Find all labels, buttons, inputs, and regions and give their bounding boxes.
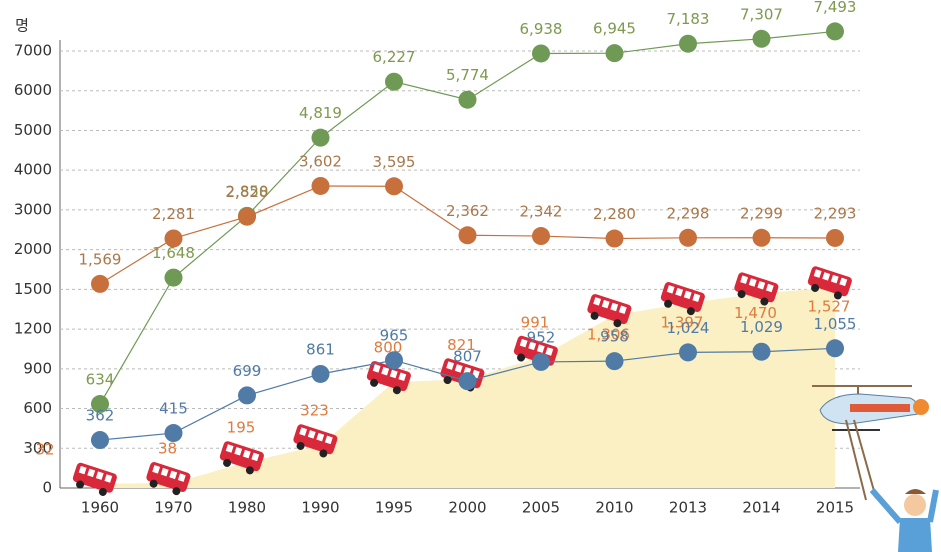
data-label: 2,299	[740, 204, 783, 222]
point	[165, 229, 183, 247]
point	[826, 339, 844, 357]
x-tick-label: 2015	[816, 499, 854, 517]
chart: 명 03006009001200150020003000400050006000…	[0, 0, 941, 552]
point	[532, 227, 550, 245]
point	[312, 177, 330, 195]
data-label: 323	[300, 402, 329, 420]
y-tick-label: 2000	[14, 240, 52, 258]
y-tick-label: 1200	[14, 320, 52, 338]
data-label: 2,828	[226, 183, 269, 201]
data-label: 965	[380, 327, 409, 345]
data-label: 2,298	[667, 204, 710, 222]
data-label: 6,938	[520, 20, 563, 38]
point	[606, 352, 624, 370]
point	[385, 351, 403, 369]
data-label: 7,183	[667, 10, 710, 28]
point	[91, 431, 109, 449]
data-label: 7,307	[740, 5, 783, 23]
point	[385, 177, 403, 195]
point	[459, 226, 477, 244]
bus-icon	[144, 461, 192, 498]
data-label: 1,569	[79, 250, 122, 268]
person	[872, 489, 936, 552]
data-label: 3,595	[373, 153, 416, 171]
data-label: 861	[306, 340, 335, 358]
data-label: 6,945	[593, 20, 636, 38]
x-tick-label: 1960	[81, 499, 119, 517]
data-label: 1,029	[740, 318, 783, 336]
point	[679, 35, 697, 53]
point	[165, 424, 183, 442]
data-label: 2,362	[446, 202, 489, 220]
point	[385, 73, 403, 91]
data-label: 4,819	[299, 104, 342, 122]
x-tick-label: 1980	[228, 499, 266, 517]
x-tick-label: 1995	[375, 499, 413, 517]
point	[679, 343, 697, 361]
point	[753, 229, 771, 247]
data-label: 1,527	[808, 298, 851, 316]
data-label: 7,493	[814, 0, 857, 16]
point	[826, 229, 844, 247]
data-label: 634	[86, 371, 115, 389]
data-label: 2,281	[152, 205, 195, 223]
point	[532, 44, 550, 62]
data-label: 2,280	[593, 205, 636, 223]
y-tick-label: 0	[42, 479, 52, 497]
y-tick-label: 900	[23, 359, 52, 377]
x-tick-label: 2005	[522, 499, 560, 517]
data-label: 415	[159, 400, 188, 418]
data-label: 195	[227, 419, 256, 437]
bus-icon	[70, 462, 118, 499]
data-label: 699	[233, 362, 262, 380]
point	[459, 91, 477, 109]
y-tick-label: 6000	[14, 81, 52, 99]
y-tick-label: 7000	[14, 42, 52, 60]
point	[606, 44, 624, 62]
point	[679, 229, 697, 247]
data-label: 1,024	[667, 319, 710, 337]
x-tick-label: 2000	[448, 499, 486, 517]
x-tick-label: 1990	[301, 499, 339, 517]
data-label: 2,342	[520, 203, 563, 221]
data-label: 6,227	[373, 48, 416, 66]
point	[606, 230, 624, 248]
point	[312, 129, 330, 147]
point	[165, 269, 183, 287]
x-tick-label: 2010	[595, 499, 633, 517]
data-label: 1,055	[814, 315, 857, 333]
data-label: 3,602	[299, 152, 342, 170]
point	[753, 343, 771, 361]
data-label: 38	[158, 439, 177, 457]
data-label: 362	[86, 407, 115, 425]
x-tick-label: 2014	[742, 499, 780, 517]
x-tick-label: 1970	[154, 499, 192, 517]
y-unit: 명	[15, 17, 29, 35]
y-tick-label: 3000	[14, 200, 52, 218]
point	[826, 22, 844, 40]
y-tick-label: 600	[23, 399, 52, 417]
point	[753, 30, 771, 48]
y-tick-label: 1500	[14, 280, 52, 298]
data-label: 807	[453, 348, 482, 366]
data-label: 952	[527, 328, 556, 346]
point	[238, 386, 256, 404]
point	[91, 275, 109, 293]
y-tick-label: 5000	[14, 121, 52, 139]
data-label: 958	[600, 328, 629, 346]
point	[312, 365, 330, 383]
y-tick-label: 4000	[14, 161, 52, 179]
point	[459, 372, 477, 390]
data-label: 2,293	[814, 204, 857, 222]
point	[532, 353, 550, 371]
point	[238, 208, 256, 226]
data-label: 32	[35, 440, 54, 458]
x-tick-label: 2013	[669, 499, 707, 517]
data-label: 5,774	[446, 66, 489, 84]
